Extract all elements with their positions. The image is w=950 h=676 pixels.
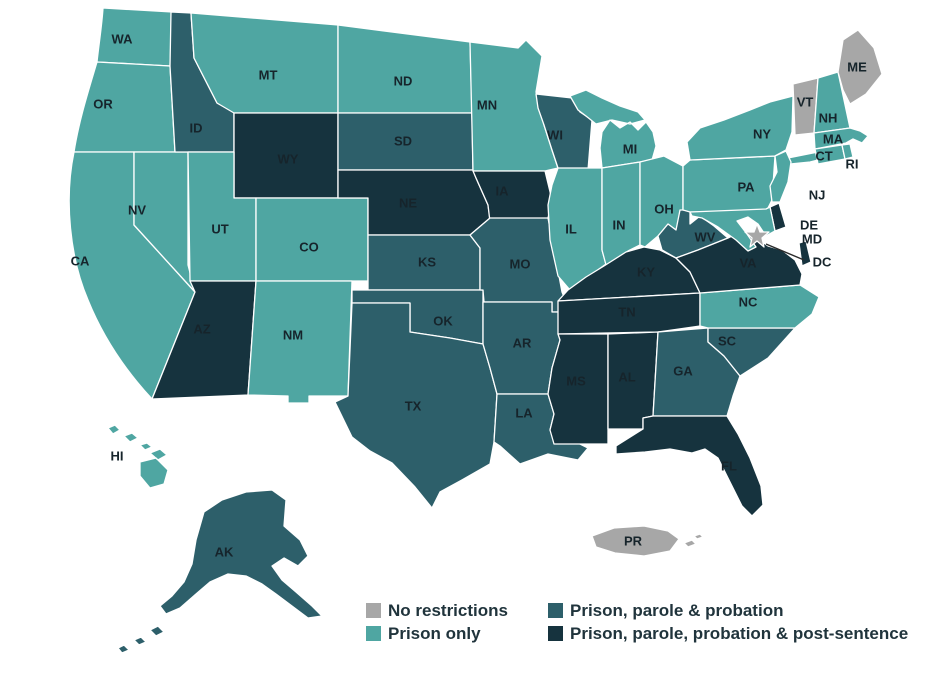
state-label-ar: AR xyxy=(513,335,532,350)
state-me xyxy=(837,29,883,105)
state-label-ky: KY xyxy=(637,264,655,279)
state-label-id: ID xyxy=(190,120,203,135)
state-label-al: AL xyxy=(618,369,635,384)
state-nd xyxy=(337,24,473,114)
state-label-nm: NM xyxy=(283,327,303,342)
state-label-nj: NJ xyxy=(809,187,826,202)
legend-item-prison-parole-probation: Prison, parole & probation xyxy=(548,602,908,619)
state-label-fl: FL xyxy=(721,458,737,473)
prison-parole-probation-swatch-icon xyxy=(548,603,563,618)
state-label-nv: NV xyxy=(128,202,146,217)
state-label-ak: AK xyxy=(215,544,234,559)
dc-star-icon xyxy=(744,223,770,248)
state-label-or: OR xyxy=(93,96,113,111)
state-label-pa: PA xyxy=(737,179,755,194)
legend-item-post-sentence: Prison, parole, probation & post-sentenc… xyxy=(548,625,908,642)
state-label-va: VA xyxy=(739,255,757,270)
state-ri xyxy=(841,143,854,160)
state-va xyxy=(675,229,812,294)
state-label-ok: OK xyxy=(433,313,453,328)
state-label-il: IL xyxy=(565,221,577,236)
legend-label-post-sentence: Prison, parole, probation & post-sentenc… xyxy=(570,624,909,643)
state-nj xyxy=(769,150,792,203)
state-label-ms: MS xyxy=(566,373,586,388)
state-label-ga: GA xyxy=(673,363,693,378)
state-tx xyxy=(334,302,498,509)
state-label-ca: CA xyxy=(71,253,90,268)
state-label-co: CO xyxy=(299,239,319,254)
state-label-hi: HI xyxy=(111,448,124,463)
state-label-ny: NY xyxy=(753,126,771,141)
state-label-de: DE xyxy=(800,217,818,232)
state-label-tx: TX xyxy=(405,398,422,413)
prison-only-swatch-icon xyxy=(366,626,381,641)
state-pa xyxy=(682,155,776,213)
state-label-in: IN xyxy=(613,217,626,232)
legend-item-prison-only: Prison only xyxy=(366,625,548,642)
state-label-mi: MI xyxy=(623,141,637,156)
state-label-la: LA xyxy=(515,405,533,420)
state-label-az: AZ xyxy=(193,321,210,336)
state-hi xyxy=(107,424,169,489)
state-label-wy: WY xyxy=(278,151,299,166)
state-label-ks: KS xyxy=(418,254,436,269)
dc-leader-line xyxy=(765,243,805,261)
state-label-wv: WV xyxy=(695,229,716,244)
state-label-ct: CT xyxy=(815,148,832,163)
state-or xyxy=(73,61,176,153)
state-label-ri: RI xyxy=(846,156,859,171)
no-restrictions-swatch-icon xyxy=(366,603,381,618)
state-az xyxy=(151,280,257,400)
state-label-me: ME xyxy=(847,59,867,74)
legend-item-no-restrictions: No restrictions xyxy=(366,602,548,619)
state-label-wa: WA xyxy=(112,31,134,46)
legend-label-prison-parole-probation: Prison, parole & probation xyxy=(570,601,784,620)
state-label-md: MD xyxy=(802,231,822,246)
state-label-ne: NE xyxy=(399,195,417,210)
state-label-sc: SC xyxy=(718,333,737,348)
state-pr xyxy=(591,525,704,557)
state-wa xyxy=(96,7,173,67)
state-label-dc: DC xyxy=(813,254,832,269)
state-label-oh: OH xyxy=(654,201,674,216)
state-label-sd: SD xyxy=(394,133,412,148)
state-label-mo: MO xyxy=(510,256,531,271)
state-label-ia: IA xyxy=(496,183,510,198)
legend-label-no-restrictions: No restrictions xyxy=(388,601,508,620)
state-md xyxy=(689,206,776,252)
state-label-mt: MT xyxy=(259,67,278,82)
state-label-nd: ND xyxy=(394,73,413,88)
state-label-wi: WI xyxy=(547,127,563,142)
state-label-tn: TN xyxy=(618,304,635,319)
state-label-vt: VT xyxy=(797,94,814,109)
post-sentence-swatch-icon xyxy=(548,626,563,641)
state-ms xyxy=(547,333,609,445)
state-label-nh: NH xyxy=(819,110,838,125)
state-label-nc: NC xyxy=(739,294,758,309)
legend: No restrictions Prison, parole & probati… xyxy=(366,602,908,642)
legend-label-prison-only: Prison only xyxy=(388,624,481,643)
state-ak xyxy=(117,489,323,654)
state-fl xyxy=(615,415,764,517)
state-label-mn: MN xyxy=(477,97,497,112)
state-ca xyxy=(68,151,196,400)
state-label-pr: PR xyxy=(624,533,643,548)
state-label-ma: MA xyxy=(823,131,844,146)
state-tn xyxy=(557,292,701,335)
state-label-ut: UT xyxy=(211,221,228,236)
state-nc xyxy=(699,284,820,329)
